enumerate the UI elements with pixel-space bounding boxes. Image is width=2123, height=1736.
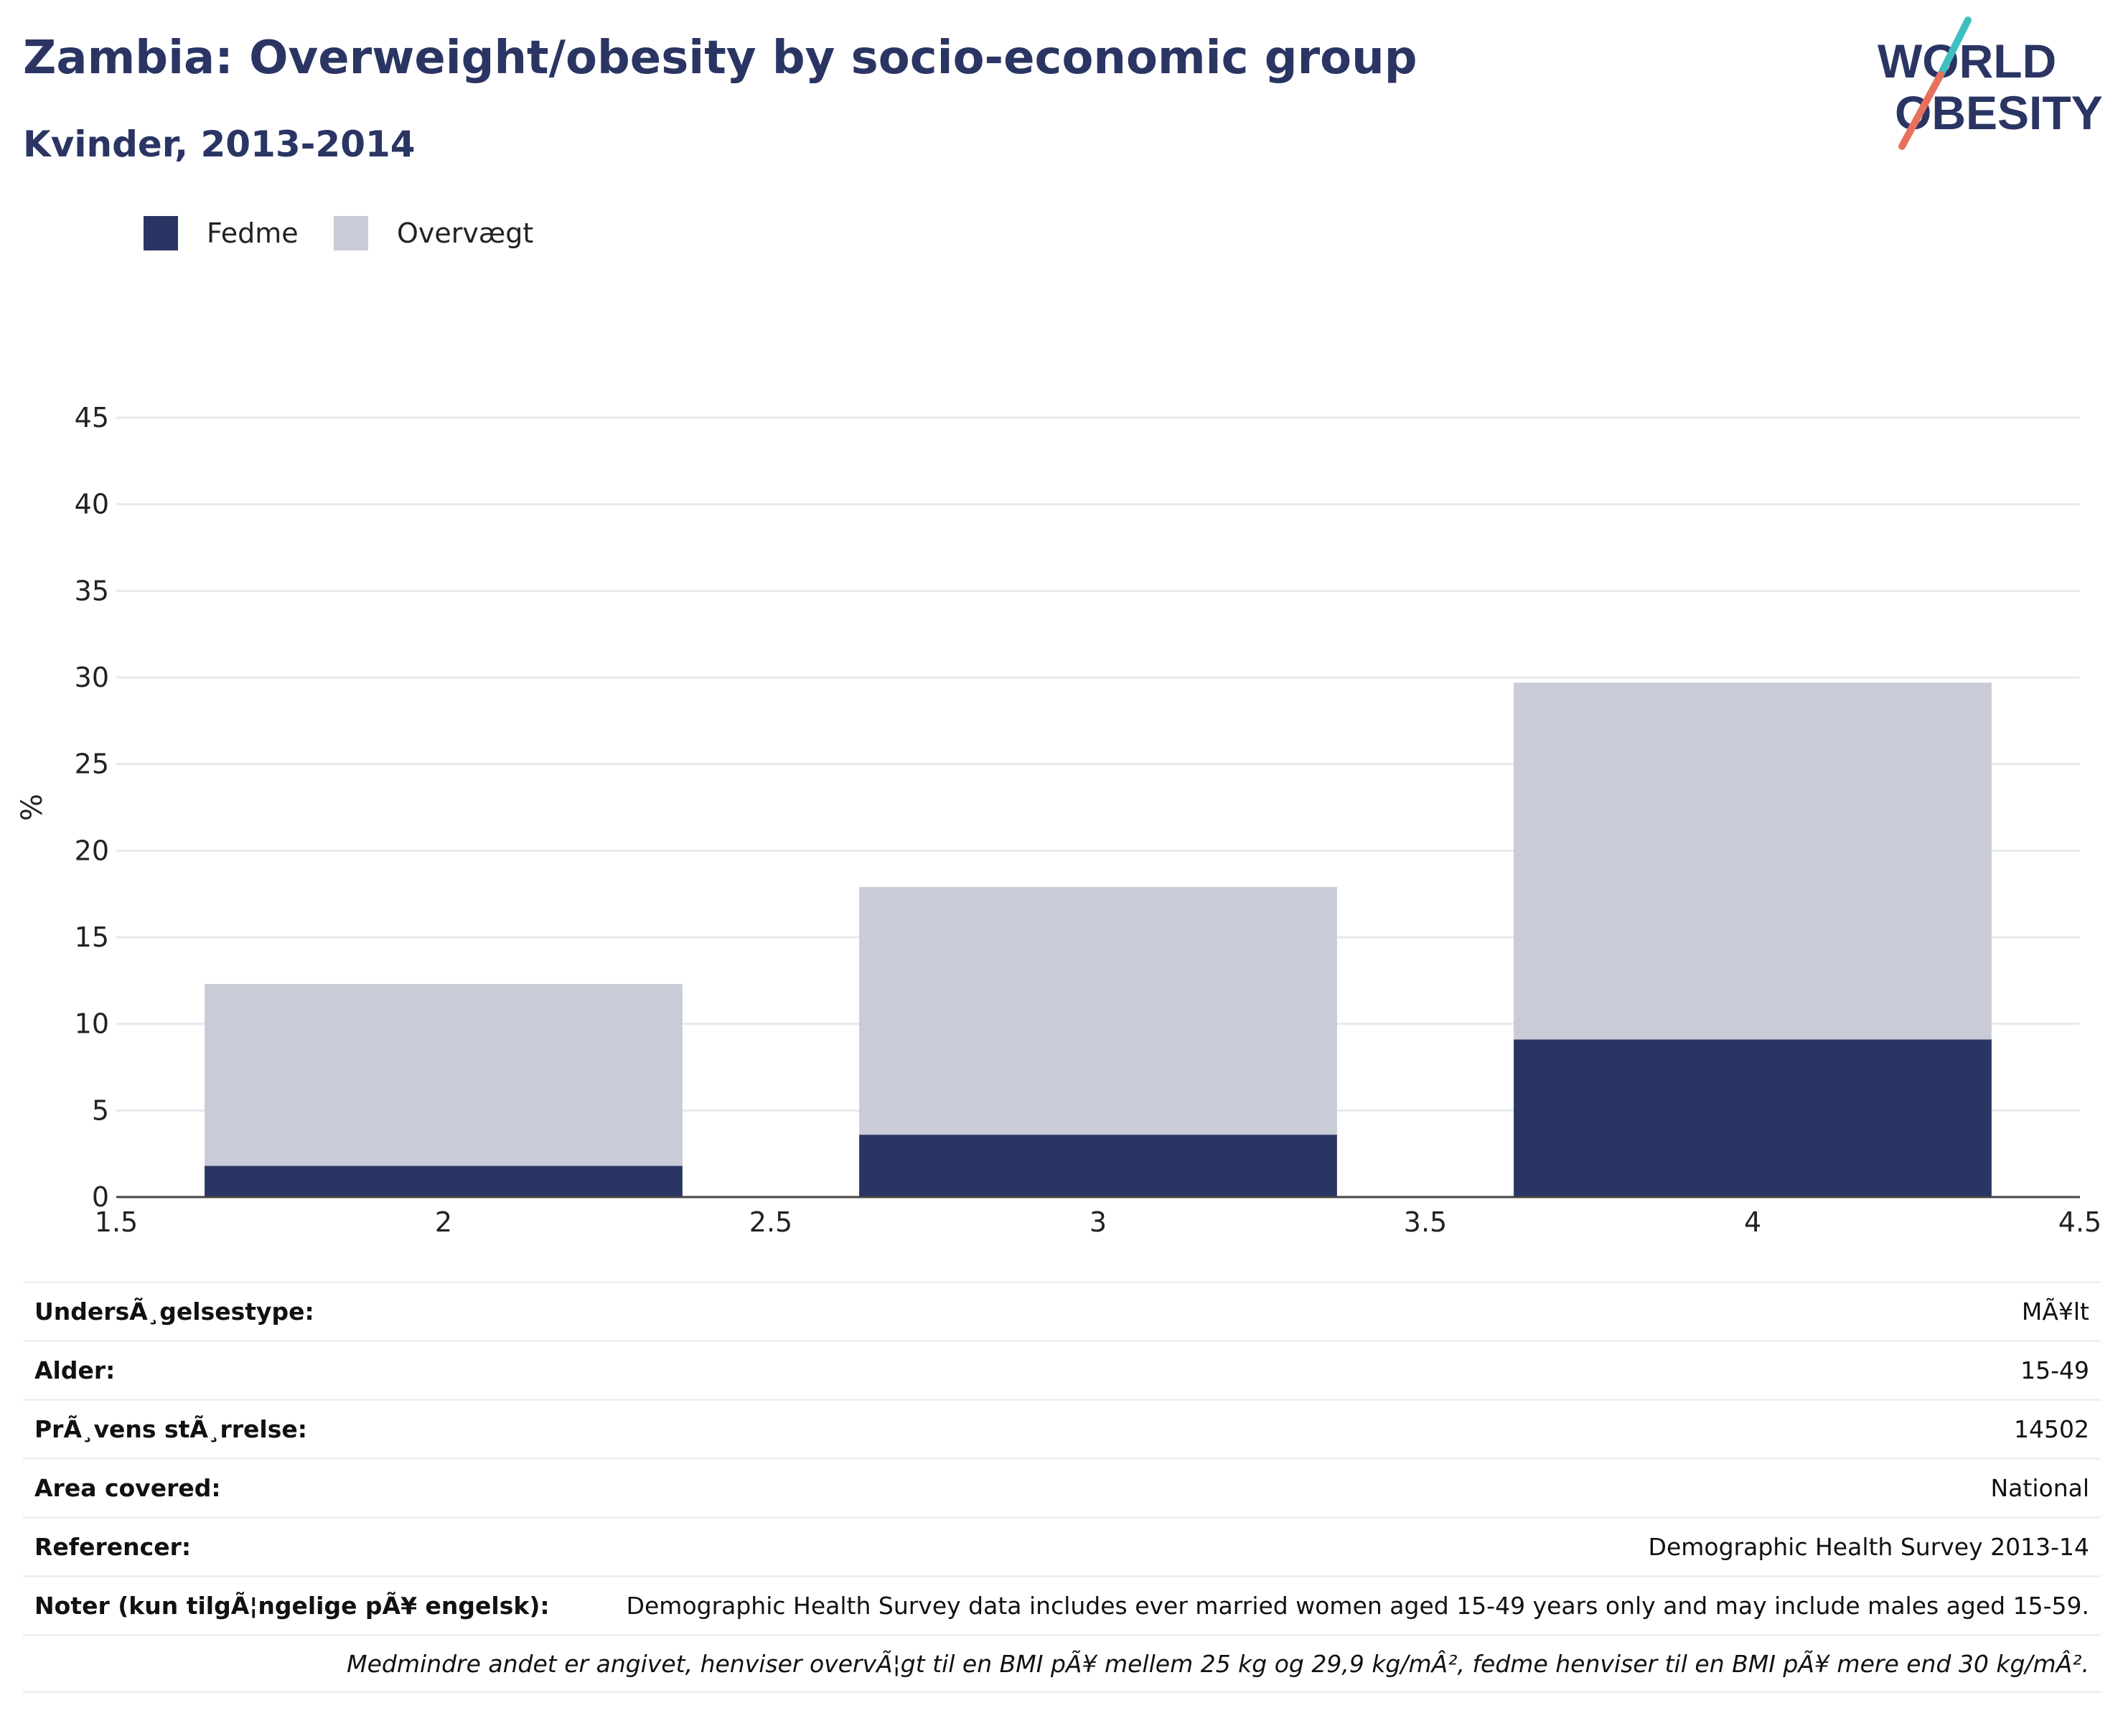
info-label: UndersÃ¸gelsestype:	[34, 1298, 314, 1326]
bar-overv-gt-2	[205, 984, 683, 1166]
info-row-age: Alder: 15-49	[23, 1340, 2101, 1399]
info-row-notes: Noter (kun tilgÃ¦ngelige pÃ¥ engelsk): D…	[23, 1575, 2101, 1634]
logo-slash-coral	[1898, 71, 1944, 150]
info-value: National	[1990, 1474, 2089, 1502]
world-obesity-logo: WORLD OBESITY	[1878, 17, 2103, 150]
chart-subtitle: Kvinder, 2013-2014	[23, 123, 416, 165]
logo-slash-teal	[1937, 17, 1972, 78]
y-tick-label: 15	[75, 921, 109, 953]
y-tick-label: 20	[75, 835, 109, 866]
legend-label-fedme: Fedme	[207, 217, 299, 249]
info-label: PrÃ¸vens stÃ¸rrelse:	[34, 1415, 307, 1443]
info-value: 14502	[2014, 1415, 2089, 1443]
bar-fedme-4	[1514, 1039, 1992, 1197]
y-tick-label: 5	[92, 1094, 109, 1126]
y-tick-label: 40	[75, 489, 109, 520]
y-tick-label: 35	[75, 575, 109, 606]
info-row-sample-size: PrÃ¸vens stÃ¸rrelse: 14502	[23, 1399, 2101, 1458]
info-label: Alder:	[34, 1356, 116, 1384]
bar-chart: 0 5 10 15 20 25 30 35 40 45 1.5 2 2.5 3 3.5 4 4.5%	[16, 402, 2101, 1238]
x-tick-label: 3.5	[1404, 1206, 1447, 1238]
y-tick-label: 10	[75, 1008, 109, 1040]
info-table: UndersÃ¸gelsestype: MÃ¥lt Alder: 15-49 P…	[23, 1281, 2101, 1693]
info-row-references: Referencer: Demographic Health Survey 20…	[23, 1516, 2101, 1575]
y-tick-label: 45	[75, 402, 109, 433]
legend-item-overvaegt[interactable]: Overvægt	[334, 212, 533, 255]
info-label: Referencer:	[34, 1533, 192, 1561]
info-value: 15-49	[2020, 1356, 2089, 1384]
legend-label-overvaegt: Overvægt	[397, 217, 534, 249]
footnote: Medmindre andet er angivet, henviser ove…	[347, 1649, 2089, 1678]
legend-swatch-fedme	[144, 216, 178, 250]
x-tick-label: 4	[1744, 1206, 1761, 1238]
legend-swatch-overvaegt	[334, 216, 368, 250]
logo-line2: OBESITY	[1895, 86, 2103, 139]
x-tick-label: 2.5	[749, 1206, 792, 1238]
info-row-area-covered: Area covered: National	[23, 1458, 2101, 1516]
info-value: Demographic Health Survey data includes …	[626, 1592, 2089, 1620]
info-label: Area covered:	[34, 1474, 221, 1502]
legend-item-fedme[interactable]: Fedme	[144, 212, 299, 255]
chart-title: Zambia: Overweight/obesity by socio-econ…	[23, 32, 1417, 85]
y-axis-label: %	[16, 794, 49, 821]
info-row-survey-type: UndersÃ¸gelsestype: MÃ¥lt	[23, 1281, 2101, 1340]
y-tick-label: 0	[92, 1181, 109, 1213]
info-label: Noter (kun tilgÃ¦ngelige pÃ¥ engelsk):	[34, 1592, 550, 1620]
y-tick-label: 30	[75, 662, 109, 693]
x-tick-label: 4.5	[2058, 1206, 2101, 1238]
bar-overv-gt-3	[859, 887, 1337, 1135]
info-row-footnote: Medmindre andet er angivet, henviser ove…	[23, 1634, 2101, 1693]
info-value: Demographic Health Survey 2013-14	[1648, 1533, 2089, 1561]
info-value: MÃ¥lt	[2021, 1298, 2089, 1326]
x-tick-label: 3	[1089, 1206, 1107, 1238]
bar-overv-gt-4	[1514, 682, 1992, 1040]
x-tick-label: 2	[435, 1206, 452, 1238]
bar-fedme-2	[205, 1165, 683, 1197]
x-tick-label: 1.5	[95, 1206, 138, 1238]
bar-fedme-3	[859, 1135, 1337, 1197]
logo-line1: WORLD	[1878, 34, 2056, 88]
y-tick-label: 25	[75, 749, 109, 780]
